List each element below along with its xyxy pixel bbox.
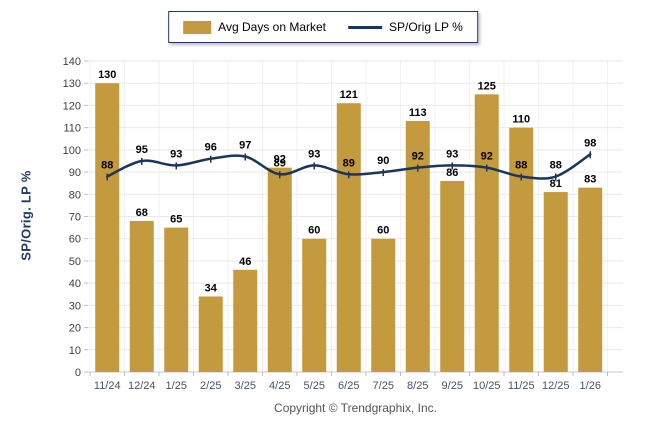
x-tick-label: 2/25: [200, 380, 221, 392]
legend-label-line: SP/Orig LP %: [389, 20, 463, 34]
y-tick-label: 50: [69, 256, 81, 268]
line-label: 98: [584, 137, 596, 149]
bar-swatch-icon: [183, 20, 212, 34]
bar: [95, 83, 120, 372]
line-label: 88: [515, 160, 527, 172]
bar-label: 86: [446, 167, 458, 179]
y-tick-label: 20: [69, 323, 81, 335]
legend: Avg Days on Market SP/Orig LP %: [168, 11, 478, 43]
copyright-text: Copyright © Trendgraphix, Inc.: [274, 401, 437, 415]
bar: [440, 180, 465, 372]
bar-label: 46: [239, 256, 251, 268]
x-tick-label: 11/25: [508, 380, 535, 392]
x-tick-label: 1/26: [580, 380, 601, 392]
line-label: 93: [308, 148, 320, 160]
x-tick-label: 1/25: [166, 380, 187, 392]
bar: [371, 238, 396, 372]
x-tick-label: 9/25: [442, 380, 463, 392]
bar: [233, 269, 258, 372]
y-tick-label: 100: [63, 145, 81, 157]
bar: [302, 238, 327, 372]
line-label: 88: [101, 160, 113, 172]
x-tick-label: 7/25: [373, 380, 394, 392]
y-tick-label: 30: [69, 300, 81, 312]
bar-label: 130: [98, 69, 116, 81]
line-label: 95: [136, 144, 148, 156]
bar-label: 113: [409, 107, 427, 119]
bar-label: 60: [377, 225, 389, 237]
bar: [474, 94, 499, 373]
x-tick-label: 8/25: [407, 380, 428, 392]
line-label: 97: [239, 140, 251, 152]
bar-label: 125: [478, 80, 496, 92]
bar: [164, 227, 189, 372]
y-tick-label: 70: [69, 212, 81, 224]
bar: [578, 187, 603, 372]
x-tick-label: 4/25: [269, 380, 290, 392]
bar-label: 110: [512, 114, 530, 126]
legend-label-bar: Avg Days on Market: [218, 20, 327, 34]
x-tick-label: 12/24: [128, 380, 156, 392]
y-tick-label: 10: [69, 345, 81, 357]
x-tick-label: 12/25: [542, 380, 570, 392]
bar: [405, 120, 430, 372]
bar: [336, 103, 361, 372]
y-tick-label: 0: [75, 367, 81, 379]
x-tick-label: 11/24: [94, 380, 121, 392]
legend-item-bar: Avg Days on Market: [183, 20, 326, 34]
x-tick-label: 6/25: [338, 380, 359, 392]
bar: [267, 167, 292, 372]
bar: [543, 192, 568, 372]
bar-label: 83: [584, 174, 596, 186]
x-tick-label: 3/25: [235, 380, 256, 392]
y-tick-label: 40: [69, 278, 81, 290]
line-label: 89: [274, 157, 286, 169]
bar-label: 92: [274, 154, 286, 166]
y-tick-label: 140: [63, 56, 81, 68]
bar: [198, 296, 223, 372]
bar: [129, 220, 154, 372]
y-tick-label: 80: [69, 189, 81, 201]
line-label: 90: [377, 155, 389, 167]
bar-label: 121: [340, 89, 358, 101]
line-swatch-icon: [348, 25, 383, 29]
legend-item-line: SP/Orig LP %: [348, 20, 463, 34]
bar: [509, 127, 534, 373]
y-tick-label: 130: [63, 78, 81, 90]
line-label: 88: [550, 160, 562, 172]
line-label: 92: [412, 151, 424, 163]
y-tick-label: 60: [69, 234, 81, 246]
y-tick-label: 110: [63, 123, 81, 135]
line-label: 89: [343, 157, 355, 169]
bar-label: 65: [170, 214, 182, 226]
bar-label: 68: [136, 207, 148, 219]
line-label: 92: [481, 151, 493, 163]
y-tick-label: 120: [63, 100, 81, 112]
x-tick-label: 10/25: [473, 380, 501, 392]
bar-label: 34: [205, 282, 218, 294]
bar-label: 81: [550, 178, 562, 190]
line-label: 96: [205, 142, 217, 154]
y-tick-label: 90: [69, 167, 81, 179]
x-tick-label: 5/25: [304, 380, 325, 392]
line-label: 93: [170, 148, 182, 160]
bar-label: 60: [308, 225, 320, 237]
line-label: 93: [446, 148, 458, 160]
